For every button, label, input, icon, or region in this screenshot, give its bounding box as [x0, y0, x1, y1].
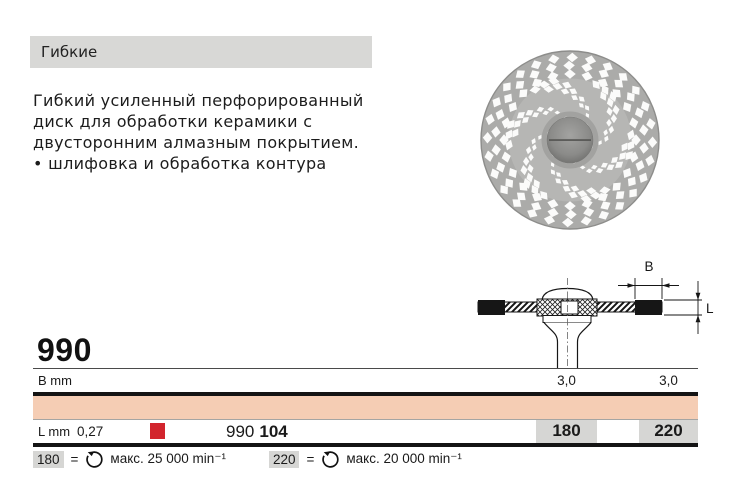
size-value-220: 220 [654, 420, 683, 440]
table-row-b: B mm 3,0 3,0 [33, 371, 698, 392]
equals-sign: = [70, 451, 79, 467]
legend-item-180: 180 = макс. 25 000 min⁻¹ [33, 449, 226, 469]
l-row-label: L mm [38, 423, 71, 439]
diamond-coating-right [635, 300, 662, 315]
product-code-number: 104 [259, 421, 288, 441]
l-row-label-wrap: L mm 0,27 [38, 420, 103, 443]
l-row-value: 0,27 [77, 423, 104, 439]
product-number: 990 [37, 332, 92, 368]
product-code-prefix: 990 [226, 421, 255, 441]
table-row-salmon [33, 395, 698, 420]
equals-sign: = [306, 451, 315, 467]
description-line: • шлифовка и обработка контура [33, 154, 327, 173]
b-value-220: 3,0 [659, 373, 678, 388]
description-line: двусторонним алмазным покрытием. [33, 133, 359, 152]
diamond-coating-left [478, 300, 505, 315]
tech-drawing: B L [477, 259, 714, 368]
dimension-l [664, 281, 702, 334]
size-cell-bg-180 [536, 419, 597, 443]
spec-table: 990 B mm 3,0 3,0 L mm 0,27 990 104 180 220 [33, 332, 698, 447]
size-badge-180: 180 [33, 450, 64, 468]
lower-flange [542, 315, 592, 323]
hub-slot [549, 139, 591, 141]
dimension-b [618, 278, 679, 299]
legend-item-220: 220 = макс. 20 000 min⁻¹ [268, 449, 462, 469]
size-badge-220: 220 [268, 450, 300, 468]
dimension-b-label: B [644, 259, 653, 274]
speed-text: макс. 20 000 min⁻¹ [346, 451, 462, 466]
category-header: Гибкие [30, 36, 372, 68]
description-line: диск для обработки керамики с [33, 112, 313, 131]
rotation-speed-icon [322, 451, 339, 468]
clamp-screw [560, 300, 579, 315]
table-rule-thin [33, 368, 698, 369]
dimension-l-label: L [706, 301, 714, 316]
product-description: Гибкий усиленный перфорированный диск дл… [33, 90, 433, 174]
description-line: Гибкий усиленный перфорированный [33, 91, 364, 110]
b-value-180: 3,0 [557, 373, 576, 388]
b-row-label: B mm [38, 373, 72, 388]
product-code: 990 104 [226, 420, 288, 443]
table-rule-thick-top [33, 392, 698, 396]
shank [544, 322, 591, 368]
table-rule-thick-bottom [33, 443, 698, 447]
disc-product-photo [480, 50, 660, 230]
table-row-l: L mm 0,27 990 104 180 220 [33, 419, 698, 443]
speed-legend: 180 = макс. 25 000 min⁻¹ 220 = макс. 20 … [33, 449, 462, 469]
red-color-square [150, 423, 165, 439]
size-value-180: 180 [552, 420, 581, 440]
speed-text: макс. 25 000 min⁻¹ [110, 451, 226, 466]
size-cell-bg-220 [639, 419, 698, 443]
rotation-speed-icon [86, 451, 104, 468]
disc-perforation-pattern [482, 52, 658, 228]
category-label: Гибкие [41, 43, 98, 61]
